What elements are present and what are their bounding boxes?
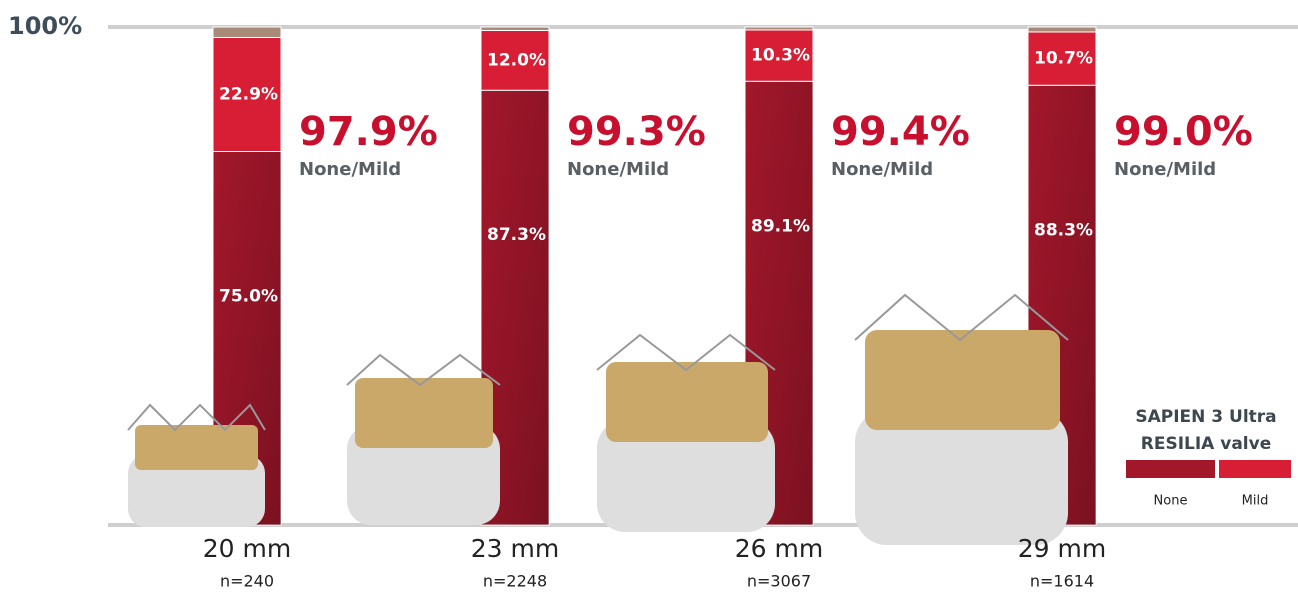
y-tick-label: 100%	[8, 12, 82, 40]
data-label: 75.0%	[219, 287, 278, 307]
x-tick-label: 23 mm	[471, 534, 559, 563]
data-label: 22.9%	[219, 84, 278, 104]
total-label: 99.3%	[567, 109, 706, 155]
x-tick-label: 26 mm	[735, 534, 823, 563]
data-label: 89.1%	[751, 216, 810, 236]
bar-segment	[744, 29, 814, 82]
sample-size: n=3067	[747, 572, 811, 591]
data-label: 88.3%	[1034, 220, 1093, 240]
bar-segment	[480, 26, 550, 31]
bar-segment	[1027, 26, 1097, 33]
legend-title: SAPIEN 3 Ultra RESILIA valve	[1135, 407, 1277, 454]
total-label: 99.0%	[1114, 109, 1253, 155]
x-tick-label: 29 mm	[1018, 534, 1106, 563]
bar-segment	[744, 26, 814, 31]
bar-segment	[480, 29, 550, 91]
valve-26	[596, 333, 776, 532]
total-label: 99.4%	[831, 109, 970, 155]
total-caption: None/Mild	[831, 159, 933, 180]
valve-images	[127, 293, 1069, 545]
legend-swatch	[1219, 460, 1291, 478]
sample-size: n=240	[220, 572, 274, 591]
valve-23	[346, 353, 501, 525]
sample-size: n=1614	[1030, 572, 1094, 591]
legend-label: None	[1154, 494, 1188, 509]
bars: 75.0% 22.9% 87.3% 12.0% 89.1% 10.3% 88.3% 10.7%	[108, 25, 1298, 527]
data-label: 10.3%	[751, 46, 810, 66]
total-caption: None/Mild	[567, 159, 669, 180]
sample-size: n=2248	[483, 572, 547, 591]
data-label: 12.0%	[487, 50, 546, 70]
total-caption: None/Mild	[1114, 159, 1216, 180]
valve-29	[854, 293, 1069, 545]
bar-segment	[212, 36, 282, 152]
data-label: 10.7%	[1034, 49, 1093, 69]
legend-label: Mild	[1242, 494, 1269, 509]
x-tick-label: 20 mm	[203, 534, 291, 563]
valve-20	[127, 403, 266, 527]
data-label: 87.3%	[487, 225, 546, 245]
total-caption: None/Mild	[299, 159, 401, 180]
legend-swatch	[1126, 460, 1215, 478]
bar-segment	[212, 26, 282, 38]
total-label: 97.9%	[299, 109, 438, 155]
